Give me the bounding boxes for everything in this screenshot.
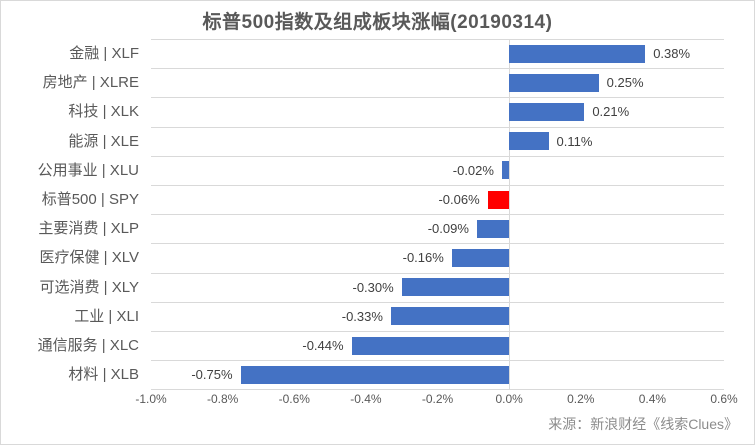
value-label-xlk: 0.21% bbox=[592, 104, 630, 120]
x-axis-tick-label: -1.0% bbox=[135, 392, 167, 406]
gridline bbox=[151, 39, 724, 40]
value-label-xlre: 0.25% bbox=[606, 75, 644, 91]
category-label-xlc: 通信服务 | XLC bbox=[37, 337, 139, 354]
bar-xli bbox=[390, 307, 510, 326]
gridline bbox=[151, 301, 724, 303]
value-label-xly: -0.30% bbox=[352, 279, 394, 295]
x-axis-tick-label: -0.8% bbox=[206, 392, 239, 406]
category-label-spy: 标普500 | SPY bbox=[41, 191, 139, 208]
category-label-xlf: 金融 | XLF bbox=[69, 45, 139, 62]
value-label-xle: 0.11% bbox=[556, 133, 593, 149]
category-label-xlp: 主要消费 | XLP bbox=[38, 220, 139, 238]
gridline bbox=[151, 68, 724, 70]
value-label-xlf: 0.38% bbox=[653, 46, 691, 61]
value-label-xlc: -0.44% bbox=[302, 338, 344, 353]
value-label-xli: -0.33% bbox=[341, 308, 383, 324]
source-credit: 来源：新浪财经《线索Clues》 bbox=[548, 416, 738, 432]
category-label-xlre: 房地产 | XLRE bbox=[42, 74, 139, 92]
category-label-xly: 可选消费 | XLY bbox=[39, 278, 139, 296]
zero-axis-line bbox=[509, 39, 511, 390]
bar-xlc bbox=[351, 336, 510, 355]
gridline bbox=[151, 126, 724, 128]
bar-spy bbox=[487, 190, 510, 209]
gridline bbox=[151, 214, 724, 216]
category-label-xli: 工业 | XLI bbox=[74, 307, 139, 325]
gridline bbox=[151, 389, 724, 391]
category-label-xlk: 科技 | XLK bbox=[68, 103, 139, 121]
gridline bbox=[151, 155, 724, 157]
category-label-xlv: 医疗保健 | XLV bbox=[39, 249, 139, 267]
category-label-xle: 能源 | XLE bbox=[68, 132, 139, 150]
x-axis-tick-label: 0.0% bbox=[495, 392, 523, 406]
bar-xlre bbox=[509, 73, 599, 92]
bar-xlf bbox=[509, 44, 646, 63]
bar-xlv bbox=[451, 249, 510, 267]
gridline bbox=[151, 185, 724, 186]
value-label-xlp: -0.09% bbox=[427, 221, 469, 237]
bar-xly bbox=[401, 278, 510, 297]
bar-xlk bbox=[509, 103, 585, 121]
gridline bbox=[151, 97, 724, 99]
value-label-spy: -0.06% bbox=[438, 192, 480, 207]
gridline bbox=[151, 272, 724, 274]
x-axis-tick-label: -0.4% bbox=[350, 392, 382, 406]
bar-xlp bbox=[476, 219, 510, 238]
gridline bbox=[151, 360, 724, 362]
category-label-xlb: 材料 | XLB bbox=[68, 366, 139, 384]
x-axis-tick-label: -0.2% bbox=[421, 392, 454, 406]
bar-xle bbox=[509, 132, 549, 151]
value-label-xlb: -0.75% bbox=[191, 367, 233, 383]
chart-title: 标普500指数及组成板块涨幅(20190314) bbox=[202, 12, 553, 33]
gridline bbox=[151, 331, 724, 332]
bar-xlb bbox=[240, 365, 510, 384]
x-axis-tick-label: -0.6% bbox=[278, 392, 310, 406]
value-label-xlv: -0.16% bbox=[402, 250, 444, 266]
x-axis-tick-label: 0.6% bbox=[710, 392, 738, 406]
value-label-xlu: -0.02% bbox=[452, 162, 494, 178]
x-axis-tick-label: 0.2% bbox=[567, 392, 595, 406]
gridline bbox=[151, 243, 724, 245]
x-axis-tick-label: 0.4% bbox=[638, 392, 667, 406]
bar-xlu bbox=[501, 161, 510, 180]
category-label-xlu: 公用事业 | XLU bbox=[37, 161, 139, 179]
